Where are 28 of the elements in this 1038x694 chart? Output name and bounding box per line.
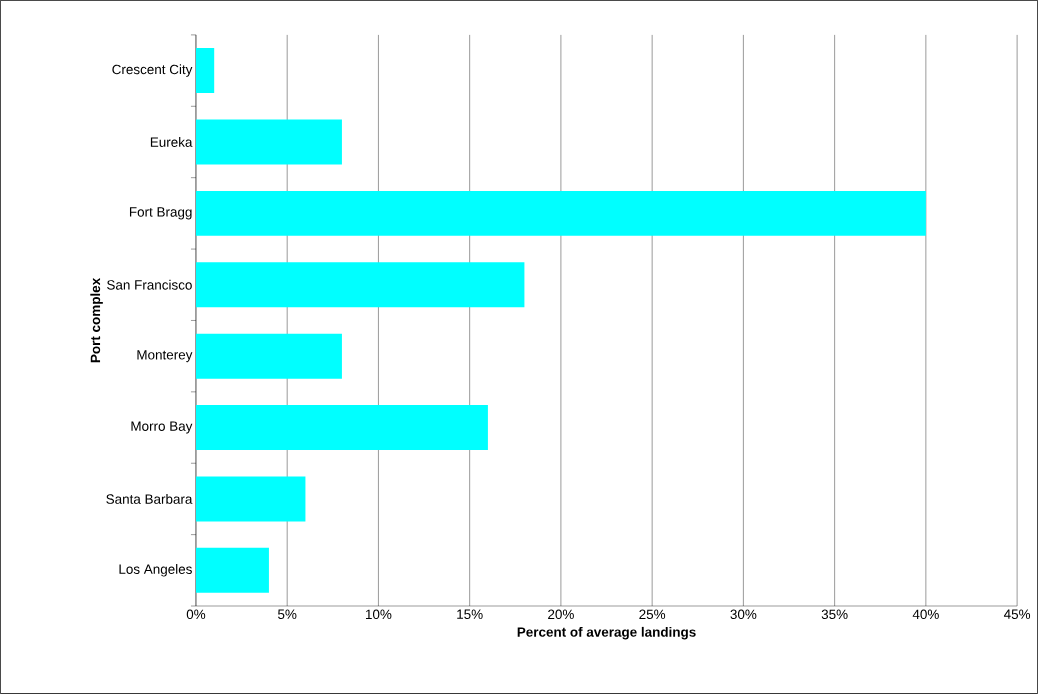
bar xyxy=(195,262,525,308)
x-axis-title: Percent of average landings xyxy=(517,626,696,640)
bar xyxy=(195,48,215,94)
bar xyxy=(195,547,269,593)
y-tick-label: Monterey xyxy=(137,350,193,363)
x-tick-label: 15% xyxy=(457,609,483,620)
y-tick-label: Eureka xyxy=(150,137,193,147)
y-tick-label: Santa Barbara xyxy=(106,494,193,504)
x-tick-label: 10% xyxy=(366,609,392,620)
bar xyxy=(195,333,342,379)
y-tick-label: San Francisco xyxy=(107,279,192,290)
bar xyxy=(195,476,306,522)
x-tick-label: 40% xyxy=(912,609,939,620)
y-tick-label: Fort Bragg xyxy=(129,207,192,220)
bar xyxy=(195,190,926,236)
x-tick-label: 5% xyxy=(278,609,297,620)
x-tick-label: 30% xyxy=(730,609,757,620)
y-tick-label: Morro Bay xyxy=(131,421,193,434)
x-tick-label: 35% xyxy=(821,609,848,620)
x-tick-label: 45% xyxy=(1003,609,1031,620)
y-axis-title: Port complex xyxy=(90,277,103,363)
x-tick-label: 20% xyxy=(548,609,574,620)
y-tick-label: Crescent City xyxy=(112,64,193,77)
y-tick-label: Los Angeles xyxy=(119,564,192,577)
bar xyxy=(195,119,342,165)
bar xyxy=(195,405,488,451)
x-tick-label: 0% xyxy=(186,609,206,620)
x-tick-label: 25% xyxy=(639,609,666,620)
